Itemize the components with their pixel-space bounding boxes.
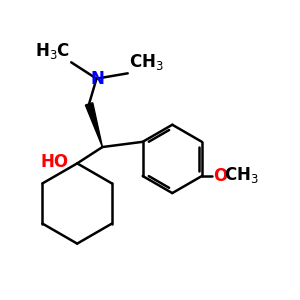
Text: CH$_3$: CH$_3$	[129, 52, 164, 72]
Text: O: O	[213, 167, 227, 185]
Text: H$_3$C: H$_3$C	[34, 41, 70, 61]
Text: HO: HO	[41, 153, 69, 171]
Text: N: N	[90, 70, 104, 88]
Text: CH$_3$: CH$_3$	[224, 165, 258, 185]
Polygon shape	[85, 103, 102, 147]
